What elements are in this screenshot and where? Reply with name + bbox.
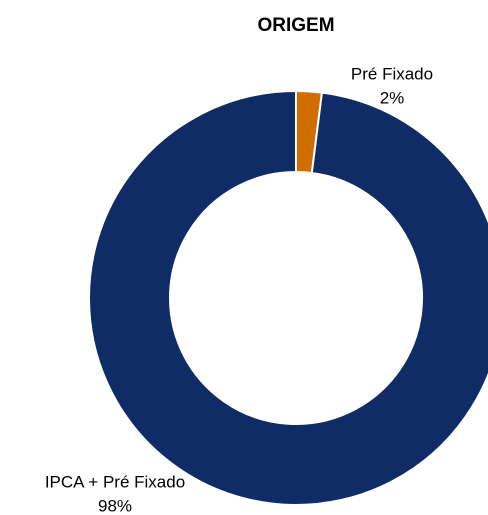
donut-slice — [88, 89, 488, 506]
slice-value-label: 2% — [380, 88, 405, 107]
slice-label: Pré Fixado — [351, 64, 433, 83]
chart-title: ORIGEM — [257, 15, 334, 36]
slice-value-label: 98% — [98, 496, 132, 515]
slice-label: IPCA + Pré Fixado — [45, 472, 185, 491]
